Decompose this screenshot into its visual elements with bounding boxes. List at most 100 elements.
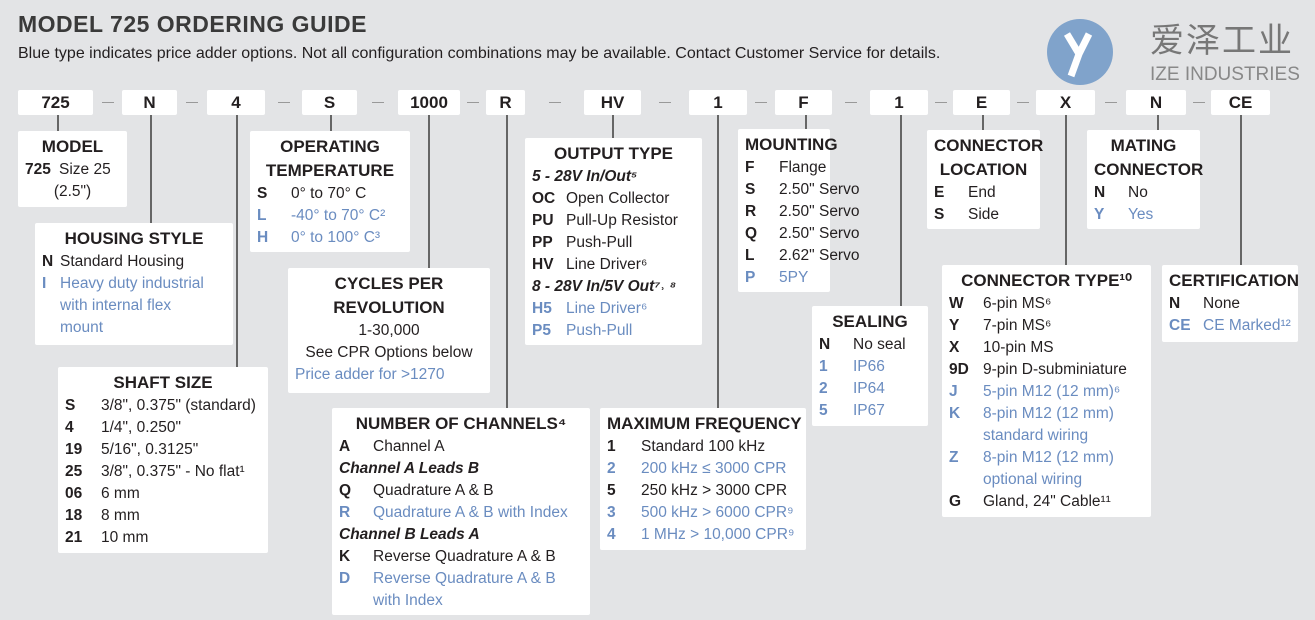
option-description: IP64 <box>853 380 885 397</box>
option-group-label: 5 - 28V In/Out⁵ <box>532 168 638 185</box>
option-row: P 5PY <box>745 267 823 289</box>
option-row: S 3/8", 0.375" (standard) <box>65 395 261 417</box>
option-row: S 0° to 70° C <box>257 183 403 205</box>
option-row: S Side <box>934 204 1033 226</box>
section-title: CONNECTOR <box>934 136 1044 155</box>
cert-section: CERTIFICATION N None CE CE Marked¹² <box>1162 265 1299 342</box>
option-row: OC Open Collector <box>532 188 695 210</box>
connector-line <box>1240 115 1242 265</box>
logo-text-en: IZE INDUSTRIES <box>1150 64 1300 85</box>
mounting-section: MOUNTING F Flange S 2.50" Servo R 2.50" Servo Q… <box>738 129 859 292</box>
option-code: Y <box>1094 206 1105 223</box>
option-row: J 5-pin M12 (12 mm)⁶ <box>949 381 1144 403</box>
option-description: 5/16", 0.3125" <box>101 441 199 458</box>
option-text: (2.5") <box>53 183 92 200</box>
option-group-label: 8 - 28V In/5V Out⁷˒ ⁸ <box>532 278 677 295</box>
connector-line <box>612 115 614 138</box>
option-description: IP67 <box>853 402 885 419</box>
option-description: 0° to 100° C³ <box>291 229 381 246</box>
option-row: 5 IP67 <box>819 400 921 422</box>
option-group-label: Channel A Leads B <box>339 460 480 477</box>
option-description: Channel A <box>373 438 445 455</box>
code-separator <box>277 102 290 103</box>
option-code: 9D <box>949 361 969 378</box>
option-description: End <box>968 184 996 201</box>
option-row: N No seal <box>819 334 921 356</box>
option-description: 2.50" Servo <box>779 203 860 220</box>
section-title: TEMPERATURE <box>265 161 395 180</box>
option-code: H5 <box>532 300 552 317</box>
option-description: 6-pin MS⁶ <box>983 295 1052 312</box>
shaft-section: SHAFT SIZE S 3/8", 0.375" (standard) 4 1/4",… <box>58 367 268 553</box>
option-row: S 2.50" Servo <box>745 179 859 201</box>
option-code <box>339 590 373 612</box>
option-description: -40° to 70° C² <box>291 207 386 224</box>
code-separator <box>186 102 198 103</box>
code-separator <box>1192 102 1205 103</box>
option-description: No seal <box>853 336 906 353</box>
option-code <box>42 295 60 317</box>
code-segment: 4 <box>207 90 265 115</box>
option-row: mount <box>42 317 226 339</box>
option-code: E <box>934 184 945 201</box>
option-text: Price adder for >1270 <box>295 366 445 383</box>
option-row: 725 Size 25 <box>25 159 120 181</box>
code-separator <box>371 102 384 103</box>
option-description: 6 mm <box>101 485 140 502</box>
option-row: A Channel A <box>339 436 583 458</box>
option-code: X <box>949 339 960 356</box>
option-code: 2 <box>819 380 828 397</box>
option-code: S <box>745 181 756 198</box>
connector-line <box>982 115 984 130</box>
option-description: Side <box>968 206 1000 223</box>
section-title: OPERATING <box>280 137 380 156</box>
option-code: L <box>745 247 755 264</box>
section-title: LOCATION <box>939 160 1028 179</box>
option-row: 25 3/8", 0.375" - No flat¹ <box>65 461 261 483</box>
output-section: OUTPUT TYPE 5 - 28V In/Out⁵ OC Open Collect… <box>525 138 702 345</box>
option-description: 8-pin M12 (12 mm) <box>983 449 1114 466</box>
code-separator <box>467 102 479 103</box>
option-row: with internal flex <box>42 295 226 317</box>
option-description: 9-pin D-subminiature <box>983 361 1127 378</box>
option-code: 19 <box>65 441 83 458</box>
section-title: MOUNTING <box>745 135 838 154</box>
option-description: Flange <box>779 159 827 176</box>
section-title: OUTPUT TYPE <box>553 144 673 163</box>
option-code: L <box>257 207 267 224</box>
code-segment: CE <box>1211 90 1270 115</box>
option-code: S <box>934 206 945 223</box>
option-row: 2 200 kHz ≤ 3000 CPR <box>607 458 799 480</box>
option-description: 1 MHz > 10,000 CPR⁹ <box>641 526 795 543</box>
code-segment: F <box>775 90 832 115</box>
option-code: OC <box>532 190 556 207</box>
option-description: 2.50" Servo <box>779 181 860 198</box>
code-segment: HV <box>584 90 641 115</box>
option-code: K <box>949 405 961 422</box>
connector-line <box>717 115 719 408</box>
option-description: 7-pin MS⁶ <box>983 317 1052 334</box>
option-row: X 10-pin MS <box>949 337 1144 359</box>
option-row: G Gland, 24" Cable¹¹ <box>949 491 1144 513</box>
option-description: 1/4", 0.250" <box>101 419 181 436</box>
option-row: PP Push-Pull <box>532 232 695 254</box>
section-title: CONNECTOR <box>1094 160 1204 179</box>
option-code: 1 <box>819 358 828 375</box>
code-segment: 1000 <box>398 90 460 115</box>
option-code: 4 <box>65 419 74 436</box>
option-row: 21 10 mm <box>65 527 261 549</box>
option-description: 200 kHz ≤ 3000 CPR <box>641 460 787 477</box>
option-code: 3 <box>607 504 616 521</box>
option-code: 4 <box>607 526 616 543</box>
code-segment: N <box>1126 90 1186 115</box>
option-description: 250 kHz > 3000 CPR <box>641 482 788 499</box>
option-description: Standard Housing <box>60 253 185 270</box>
cpr-section: CYCLES PER REVOLUTION 1-30,000 See CPR Opti… <box>288 268 490 393</box>
option-row: 2 IP64 <box>819 378 921 400</box>
option-code: R <box>745 203 757 220</box>
option-row: R Quadrature A & B with Index <box>339 502 583 524</box>
option-description: with internal flex <box>60 297 172 314</box>
option-description: IP66 <box>853 358 885 375</box>
code-segment: 1 <box>870 90 928 115</box>
option-description: 5PY <box>779 269 809 286</box>
